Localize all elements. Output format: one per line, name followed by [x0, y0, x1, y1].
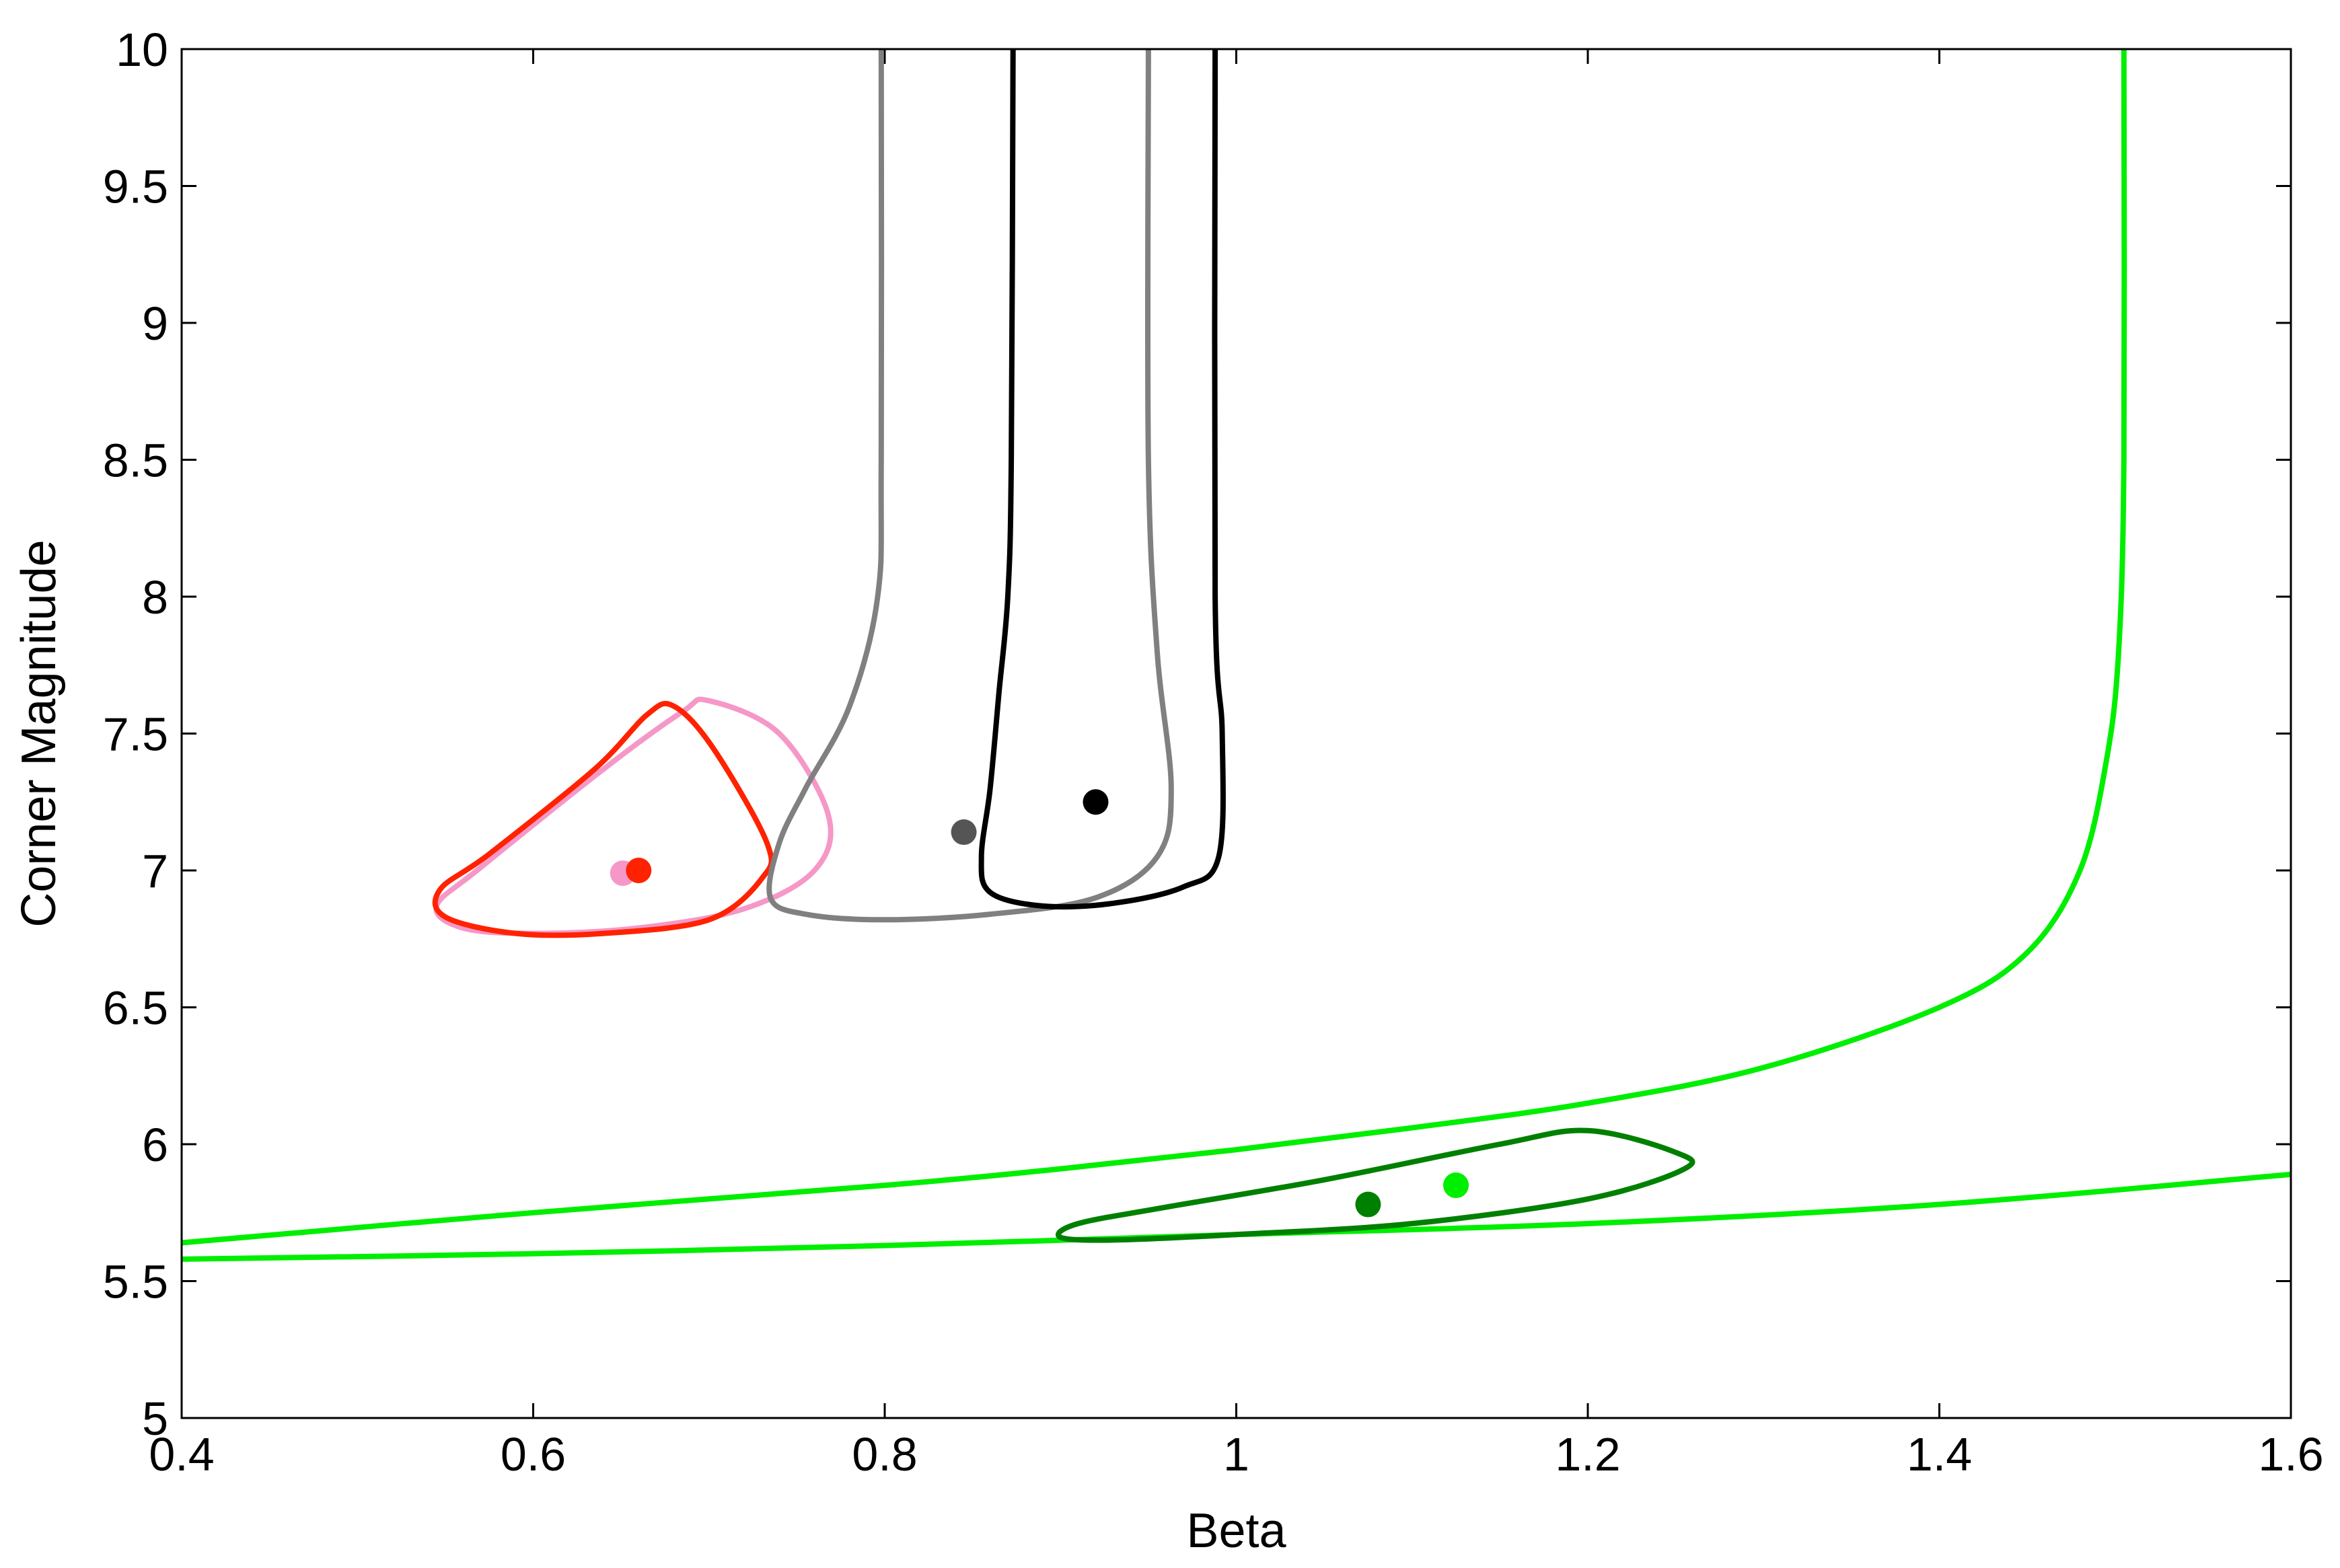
best-fit-point-2: [626, 858, 652, 883]
plot-frame: [180, 48, 2292, 1419]
y-tick-label: 5: [142, 1392, 168, 1445]
x-axis-title: Beta: [1186, 1504, 1286, 1558]
tick-labels: 0.4 0.6 0.8 1 1.2 1.4 1.6 5 5.5 6 6.5 7 7.5 8 8.5 9 9.5 1…: [103, 24, 2324, 1481]
contour-line-4: [978, 49, 1226, 910]
best-fit-point-5: [1443, 1172, 1469, 1199]
y-tick-label: 9.5: [103, 161, 168, 213]
y-tick-label: 6: [142, 1119, 168, 1171]
y-tick-label: 7.5: [103, 708, 168, 761]
contour-line-5: [182, 49, 2127, 1246]
contour-line-7: [1055, 1127, 1695, 1243]
contour-line-3: [766, 49, 1174, 923]
y-tick-label: 8.5: [103, 435, 168, 487]
best-fit-point-3: [951, 819, 977, 846]
y-tick-label: 8: [142, 571, 168, 624]
best-fit-point-4: [1083, 789, 1109, 815]
y-tick-label: 6.5: [103, 982, 168, 1035]
x-tick-label: 1.6: [2258, 1428, 2323, 1481]
x-tick-label: 1: [1223, 1428, 1249, 1481]
x-tick-label: 1.2: [1555, 1428, 1620, 1481]
x-tick-label: 1.4: [1907, 1428, 1972, 1481]
y-axis-title: Corner Magnitude: [12, 539, 66, 927]
x-tick-label: 0.8: [852, 1428, 917, 1481]
y-tick-label: 7: [142, 845, 168, 897]
y-tick-label: 5.5: [103, 1256, 168, 1308]
y-tick-label: 10: [116, 24, 168, 76]
contour-line-2: [432, 700, 774, 938]
x-tick-label: 0.6: [501, 1428, 566, 1481]
series-layer: [182, 49, 2291, 1262]
best-fit-point-7: [1355, 1191, 1381, 1218]
y-tick-label: 9: [142, 297, 168, 350]
x-tick-label: 0.4: [149, 1428, 214, 1481]
